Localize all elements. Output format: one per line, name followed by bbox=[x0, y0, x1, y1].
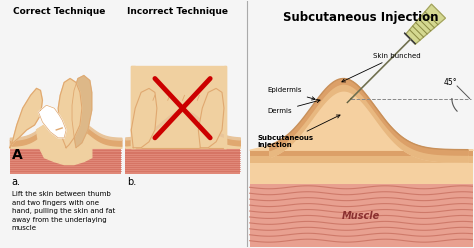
Text: Subcutaneous Injection: Subcutaneous Injection bbox=[283, 11, 439, 24]
Polygon shape bbox=[198, 88, 224, 148]
FancyBboxPatch shape bbox=[125, 148, 240, 174]
Polygon shape bbox=[36, 125, 59, 142]
Text: Muscle: Muscle bbox=[342, 211, 380, 221]
Text: A: A bbox=[12, 148, 23, 162]
Polygon shape bbox=[404, 33, 415, 44]
FancyBboxPatch shape bbox=[250, 150, 473, 156]
Text: Epidermis: Epidermis bbox=[267, 88, 315, 100]
Polygon shape bbox=[406, 4, 446, 44]
FancyBboxPatch shape bbox=[250, 162, 473, 184]
Text: Incorrect Technique: Incorrect Technique bbox=[127, 7, 228, 16]
Text: Dermis: Dermis bbox=[267, 99, 320, 114]
Polygon shape bbox=[36, 125, 92, 164]
Polygon shape bbox=[131, 66, 135, 148]
Polygon shape bbox=[131, 88, 157, 148]
Polygon shape bbox=[131, 66, 226, 148]
FancyBboxPatch shape bbox=[10, 148, 121, 174]
Polygon shape bbox=[72, 76, 92, 148]
FancyBboxPatch shape bbox=[250, 156, 473, 162]
Polygon shape bbox=[38, 105, 66, 138]
Text: Lift the skin between thumb
and two fingers with one
hand, pulling the skin and : Lift the skin between thumb and two fing… bbox=[12, 191, 115, 231]
Text: Skin bunched: Skin bunched bbox=[342, 53, 420, 82]
Text: Correct Technique: Correct Technique bbox=[13, 7, 105, 16]
Text: b.: b. bbox=[128, 177, 137, 187]
Text: Subcutaneous
Injection: Subcutaneous Injection bbox=[257, 115, 340, 148]
Polygon shape bbox=[224, 66, 226, 148]
FancyBboxPatch shape bbox=[250, 184, 473, 247]
Text: 45°: 45° bbox=[444, 78, 458, 87]
Polygon shape bbox=[10, 88, 43, 148]
Polygon shape bbox=[58, 79, 82, 148]
Text: a.: a. bbox=[12, 177, 21, 187]
